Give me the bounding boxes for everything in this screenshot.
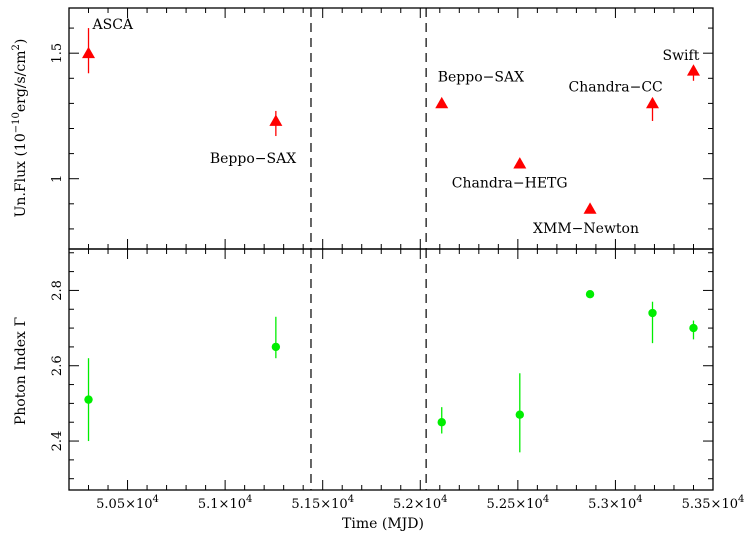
flux-point <box>269 114 283 126</box>
x-tick-label: 5.2×104 <box>393 494 447 512</box>
index-point <box>437 418 446 427</box>
flux-point <box>686 64 700 76</box>
flux-frame <box>68 7 714 250</box>
flux-point-label: Chandra−CC <box>569 79 663 95</box>
time-axis-title: Time (MJD) <box>342 516 424 532</box>
x-tick-label: 5.3×104 <box>588 494 642 512</box>
x-tick-label: 5.15×104 <box>291 494 354 512</box>
flux-point <box>513 157 527 169</box>
flux-axis-title: Un.Flux (10−10erg/s/cm2) <box>11 39 29 218</box>
flux-point-label: Chandra−HETG <box>452 176 568 192</box>
flux-y-tick-label: 1.5 <box>50 43 65 64</box>
index-y-tick-label: 2.8 <box>50 280 65 301</box>
x-tick-label: 5.25×104 <box>486 494 549 512</box>
index-y-tick-label: 2.4 <box>50 431 65 452</box>
index-y-tick-label: 2.6 <box>50 355 65 376</box>
flux-point <box>646 96 660 109</box>
index-point <box>515 410 524 419</box>
photon-index-axis-title: Photon Index Γ <box>13 317 29 426</box>
flux-point-label: Beppo−SAX <box>210 151 296 167</box>
index-point <box>271 342 281 352</box>
x-tick-label: 5.05×104 <box>96 494 159 512</box>
photon-index-panel: 2.4 2.6 2.8 5.05×104 5.1×104 5.15×104 5.2×104 5… <box>50 248 745 512</box>
index-point <box>689 323 698 333</box>
x-tick-label: 5.35×104 <box>682 494 745 512</box>
flux-point <box>435 96 449 109</box>
index-point <box>648 308 657 318</box>
flux-point-label: Beppo−SAX <box>438 69 524 85</box>
flux-y-tick-label: 1 <box>50 175 65 183</box>
flux-point-label: XMM−Newton <box>533 221 639 237</box>
x-tick-label: 5.1×104 <box>198 494 252 512</box>
flux-point-label: Swift <box>662 48 699 64</box>
flux-point <box>82 46 96 59</box>
flux-point-label: ASCA <box>92 17 134 33</box>
flux-point <box>583 202 597 214</box>
index-point <box>84 395 93 404</box>
index-frame <box>68 248 714 491</box>
index-point <box>585 289 595 299</box>
flux-panel: 1 1.5 ASCA Beppo−SAX Beppo−SAX Chandra−HETG XM… <box>50 7 714 250</box>
